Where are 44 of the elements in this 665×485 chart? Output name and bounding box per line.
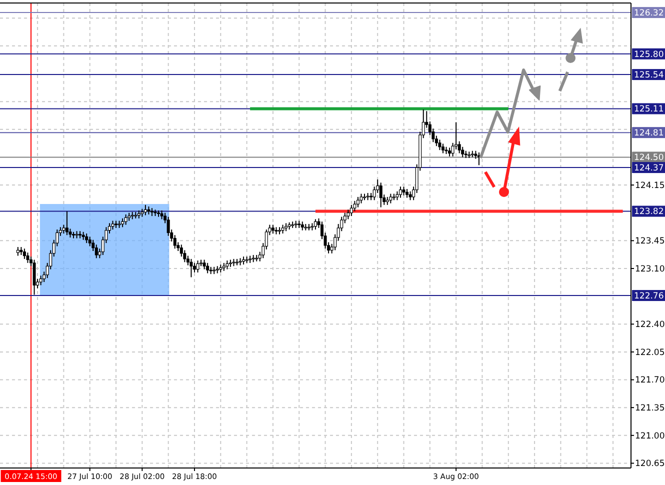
text: 120.65 xyxy=(635,459,665,470)
candlestick xyxy=(32,259,36,296)
ref-line-label: 124.50 xyxy=(634,153,664,164)
candlestick xyxy=(350,204,353,217)
ref-line-label: 125.80 xyxy=(634,50,664,60)
candlestick xyxy=(190,258,193,278)
ref-line-label: 125.11 xyxy=(634,104,664,115)
ref-line-label: 124.81 xyxy=(634,128,664,139)
candlestick xyxy=(398,186,402,198)
ref-line-label: 126.32 xyxy=(634,8,664,19)
candlestick xyxy=(389,193,392,204)
candlestick xyxy=(65,210,68,236)
ref-line-label: 122.76 xyxy=(634,291,664,302)
candlestick xyxy=(441,143,444,154)
text: 124.15 xyxy=(635,181,665,191)
text: 121.00 xyxy=(635,431,665,442)
candlestick xyxy=(360,193,363,204)
candlestick xyxy=(438,139,442,151)
candlestick xyxy=(192,262,196,273)
candlestick xyxy=(314,218,317,230)
candlestick xyxy=(206,262,210,274)
candlestick xyxy=(85,233,88,244)
candlestick xyxy=(39,275,42,286)
text: 122.40 xyxy=(635,320,665,330)
candlestick xyxy=(94,244,98,259)
candlestick xyxy=(356,196,360,208)
candlestick xyxy=(124,214,128,226)
text: 123.45 xyxy=(635,236,665,247)
candlestick xyxy=(346,209,350,220)
candlestick xyxy=(202,259,206,270)
ref-line-label: 123.82 xyxy=(634,207,664,218)
candlestick xyxy=(144,204,147,216)
candlestick xyxy=(88,236,92,247)
text: 121.35 xyxy=(635,404,665,414)
text: 123.10 xyxy=(635,264,665,274)
candlestick xyxy=(22,248,26,260)
candlestick xyxy=(379,182,382,208)
candlestick xyxy=(26,252,30,264)
text: 121.70 xyxy=(635,376,665,386)
candlestick xyxy=(196,260,200,273)
text: 122.05 xyxy=(635,348,665,358)
ref-line-label: 124.37 xyxy=(634,164,664,174)
ref-line-label: 125.54 xyxy=(634,70,664,81)
candlestick xyxy=(353,200,356,212)
